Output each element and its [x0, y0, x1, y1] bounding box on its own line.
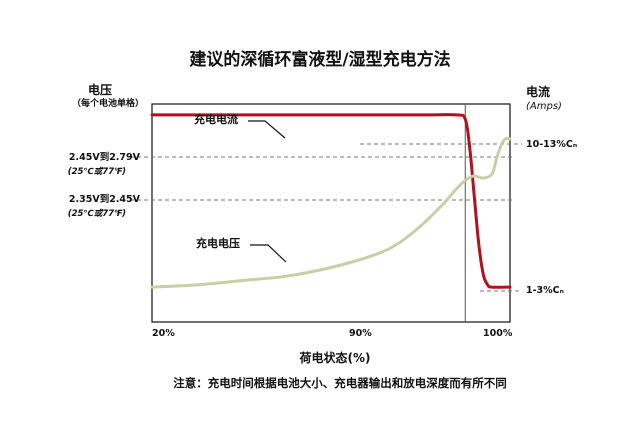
voltage-level-sublabel: (25℃或77℉)	[67, 209, 126, 219]
charge-voltage-line	[150, 136, 512, 289]
right-axis-label: 电流	[526, 85, 551, 99]
series-label-voltage: 充电电压	[196, 237, 240, 250]
charge-current-line	[150, 113, 512, 289]
x-tick-label: 90%	[349, 328, 372, 339]
voltage-level-label: 2.35V到2.45V	[68, 194, 140, 205]
voltage-level-sublabel: (25℃或77℉)	[67, 167, 126, 177]
current-level-label: 1-3%Cₙ	[526, 285, 564, 296]
x-tick-label: 100%	[483, 328, 513, 339]
voltage-annotation-leader	[250, 244, 287, 263]
current-annotation-leader	[248, 120, 286, 139]
x-axis-label: 荷电状态(%)	[299, 351, 371, 365]
left-axis-label: 电压	[88, 83, 113, 97]
series-label-current: 充电电流	[194, 113, 238, 126]
plot-frame	[151, 103, 511, 323]
voltage-level-label: 2.45V到2.79V	[68, 152, 140, 163]
chart-title: 建议的深循环富液型/湿型充电方法	[189, 50, 451, 70]
right-axis-sublabel: (Amps)	[526, 101, 562, 112]
current-level-label: 10-13%Cₙ	[526, 139, 578, 150]
x-tick-label: 20%	[152, 328, 175, 339]
left-axis-sublabel: （每个电池单格）	[72, 99, 145, 109]
footnote: 注意：充电时间根据电池大小、充电器输出和放电深度而有所不同	[173, 376, 507, 390]
